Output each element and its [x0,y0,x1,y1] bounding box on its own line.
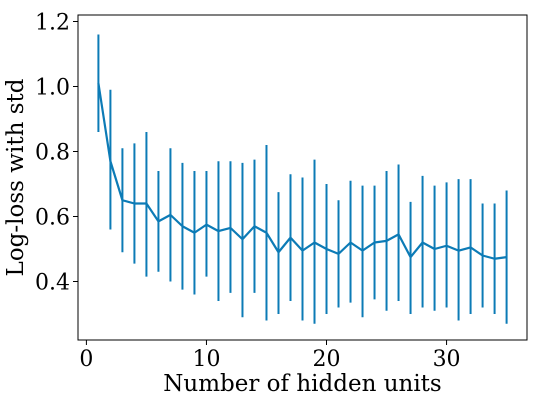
mean-line [97,83,507,260]
y-axis-label: Log-loss with std [3,78,29,276]
x-axis-ticks: 0 10 20 30 [79,340,461,372]
y-tick-label: 0.6 [35,206,70,231]
series-line-group [97,83,507,260]
y-tick-label: 1.0 [35,76,70,101]
x-tick-label: 20 [313,347,341,372]
x-axis-label: Number of hidden units [163,371,441,397]
error-bars [97,34,508,324]
x-tick-label: 30 [433,347,461,372]
plot-frame [77,14,528,341]
y-tick-label: 1.2 [35,11,70,36]
x-tick-label: 0 [79,347,93,372]
y-tick-label: 0.8 [35,141,70,166]
y-axis-ticks: 0.4 0.6 0.8 1.0 1.2 [35,11,78,296]
x-tick-label: 10 [192,347,220,372]
y-tick-label: 0.4 [35,271,70,296]
